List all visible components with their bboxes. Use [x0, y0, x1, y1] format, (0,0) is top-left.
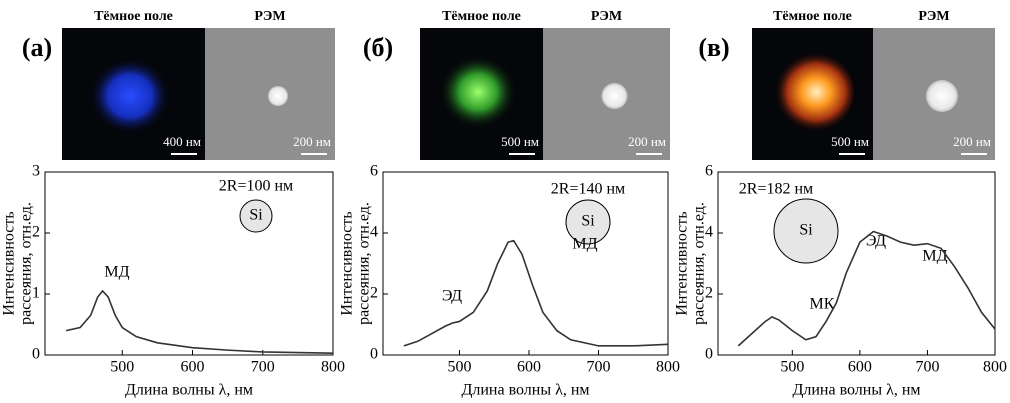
- scale-label: 200 нм: [628, 134, 666, 149]
- y-tick-label: 4: [370, 224, 378, 241]
- x-axis-title: Длина волны λ, нм: [792, 382, 920, 399]
- y-tick-label: 0: [370, 346, 378, 363]
- peak-annotation: ЭД: [442, 288, 462, 305]
- x-tick-label: 500: [780, 359, 804, 376]
- image-title: Тёмное поле: [773, 9, 852, 24]
- y-tick-label: 1: [32, 285, 40, 302]
- particle-label: Si: [249, 207, 263, 224]
- particle-sketch: [565, 199, 611, 245]
- y-tick-label: 6: [705, 163, 713, 180]
- sem-particle: [601, 83, 628, 109]
- x-tick-label: 600: [181, 359, 205, 376]
- plot-frame: [382, 171, 669, 356]
- x-tick-label: 800: [321, 359, 345, 376]
- y-axis-title: рассеяния, отн.ед.: [691, 202, 708, 325]
- y-tick-label: 0: [705, 346, 713, 363]
- y-axis-title: Интенсивность: [339, 211, 356, 315]
- panel-label: (б): [363, 33, 393, 62]
- x-tick-label: 800: [983, 359, 1007, 376]
- y-tick-label: 3: [32, 163, 40, 180]
- y-tick-label: 2: [32, 224, 40, 241]
- image-title: РЭМ: [254, 9, 285, 24]
- image-title: РЭМ: [591, 9, 622, 24]
- plot-frame: [44, 171, 334, 356]
- scattering-spot: [440, 55, 516, 129]
- y-axis-title: рассеяния, отн.ед.: [18, 202, 35, 325]
- x-tick-label: 500: [447, 359, 471, 376]
- x-tick-label: 700: [251, 359, 275, 376]
- peak-annotation: МК: [810, 296, 835, 313]
- spectrum-line: [737, 230, 996, 347]
- panel-label: (в): [698, 33, 729, 62]
- scale-label: 200 нм: [293, 134, 331, 149]
- image-title: Тёмное поле: [442, 9, 521, 24]
- peak-annotation: МД: [572, 236, 597, 253]
- x-tick-label: 800: [656, 359, 680, 376]
- x-tick-label: 500: [110, 359, 134, 376]
- size-label: 2R=140 нм: [551, 181, 625, 198]
- spectrum-line: [65, 289, 334, 354]
- x-axis-title: Длина волны λ, нм: [125, 382, 253, 399]
- y-axis-title: Интенсивность: [1, 211, 18, 315]
- x-tick-label: 700: [915, 359, 939, 376]
- x-tick-label: 600: [517, 359, 541, 376]
- peak-annotation: ЭД: [866, 233, 886, 250]
- particle-sketch: [773, 198, 839, 264]
- y-tick-label: 0: [32, 346, 40, 363]
- scattering-spot: [770, 52, 854, 132]
- x-tick-label: 600: [848, 359, 872, 376]
- scale-label: 200 нм: [953, 134, 991, 149]
- x-axis-title: Длина волны λ, нм: [461, 382, 589, 399]
- scattering-spot: [90, 58, 170, 134]
- scale-label: 500 нм: [501, 134, 539, 149]
- particle-label: Si: [799, 222, 813, 239]
- sem-particle: [926, 80, 958, 112]
- image-title: Тёмное поле: [94, 9, 173, 24]
- y-tick-label: 6: [370, 163, 378, 180]
- particle-sketch: [239, 199, 273, 233]
- spectrum-line: [403, 239, 669, 347]
- plot-frame: [717, 171, 996, 356]
- y-tick-label: 2: [705, 285, 713, 302]
- x-tick-label: 700: [586, 359, 610, 376]
- y-axis-title: рассеяния, отн.ед.: [356, 202, 373, 325]
- scale-label: 400 нм: [163, 134, 201, 149]
- panel-label: (а): [22, 33, 52, 62]
- y-axis-title: Интенсивность: [674, 211, 691, 315]
- image-title: РЭМ: [918, 9, 949, 24]
- y-tick-label: 2: [370, 285, 378, 302]
- y-tick-label: 4: [705, 224, 713, 241]
- size-label: 2R=100 нм: [219, 178, 293, 195]
- peak-annotation: МД: [922, 248, 947, 265]
- sem-particle: [268, 86, 288, 106]
- particle-label: Si: [581, 213, 595, 230]
- size-label: 2R=182 нм: [739, 181, 813, 198]
- peak-annotation: МД: [104, 264, 129, 281]
- scale-label: 500 нм: [831, 134, 869, 149]
